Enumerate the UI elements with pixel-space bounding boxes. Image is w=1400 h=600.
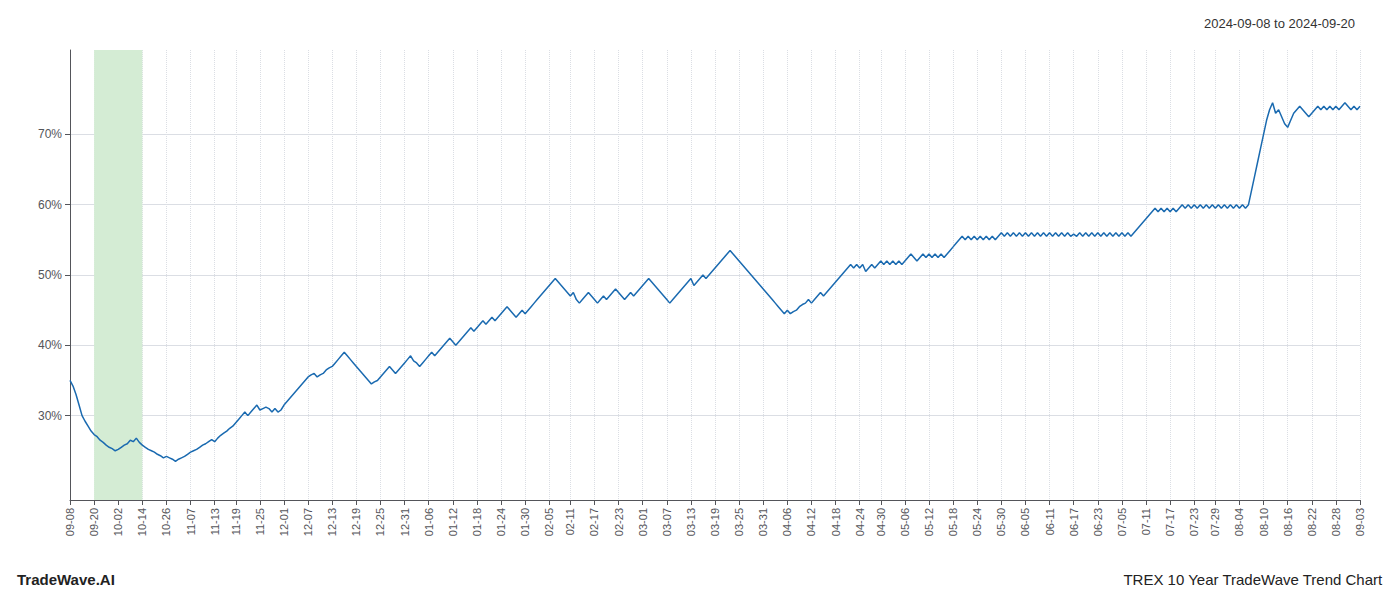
svg-text:02-17: 02-17: [588, 508, 600, 536]
svg-text:04-24: 04-24: [854, 508, 866, 536]
svg-text:07-11: 07-11: [1140, 508, 1152, 535]
svg-text:TradeWave.AI: TradeWave.AI: [17, 571, 115, 588]
svg-text:03-19: 03-19: [709, 508, 721, 536]
svg-text:06-17: 06-17: [1068, 508, 1080, 536]
svg-text:12-19: 12-19: [350, 508, 362, 536]
svg-text:50%: 50%: [38, 268, 62, 282]
svg-text:03-13: 03-13: [685, 508, 697, 536]
svg-text:TREX 10 Year TradeWave Trend C: TREX 10 Year TradeWave Trend Chart: [1123, 571, 1383, 588]
svg-text:30%: 30%: [38, 409, 62, 423]
svg-text:09-20: 09-20: [88, 508, 100, 536]
svg-text:03-31: 03-31: [757, 508, 769, 536]
svg-text:01-18: 01-18: [471, 508, 483, 536]
svg-text:03-01: 03-01: [637, 508, 649, 536]
svg-text:03-25: 03-25: [733, 508, 745, 536]
svg-text:06-11: 06-11: [1044, 508, 1056, 535]
svg-text:08-10: 08-10: [1258, 508, 1270, 536]
svg-text:08-28: 08-28: [1330, 508, 1342, 536]
svg-text:05-24: 05-24: [971, 508, 983, 536]
svg-text:05-06: 05-06: [899, 508, 911, 536]
svg-text:01-30: 01-30: [519, 508, 531, 536]
svg-text:06-23: 06-23: [1092, 508, 1104, 536]
svg-text:10-26: 10-26: [160, 508, 172, 536]
svg-text:05-18: 05-18: [947, 508, 959, 536]
svg-text:03-07: 03-07: [661, 508, 673, 536]
svg-text:07-29: 07-29: [1209, 508, 1221, 536]
svg-text:11-25: 11-25: [254, 508, 266, 535]
svg-text:08-16: 08-16: [1282, 508, 1294, 536]
svg-text:09-03: 09-03: [1354, 508, 1366, 536]
svg-text:60%: 60%: [38, 198, 62, 212]
svg-text:02-05: 02-05: [543, 508, 555, 536]
svg-text:10-02: 10-02: [112, 508, 124, 536]
svg-text:2024-09-08 to 2024-09-20: 2024-09-08 to 2024-09-20: [1204, 16, 1355, 31]
svg-text:10-14: 10-14: [136, 508, 148, 536]
svg-text:02-23: 02-23: [613, 508, 625, 536]
svg-text:07-05: 07-05: [1116, 508, 1128, 536]
svg-text:12-01: 12-01: [278, 508, 290, 536]
svg-text:01-06: 01-06: [423, 508, 435, 536]
svg-text:04-12: 04-12: [805, 508, 817, 536]
svg-text:06-05: 06-05: [1019, 508, 1031, 536]
svg-text:12-13: 12-13: [326, 508, 338, 536]
svg-text:09-08: 09-08: [64, 508, 76, 536]
svg-text:11-07: 11-07: [185, 508, 197, 535]
svg-text:05-12: 05-12: [923, 508, 935, 536]
svg-text:05-30: 05-30: [995, 508, 1007, 536]
svg-text:07-23: 07-23: [1188, 508, 1200, 536]
svg-text:08-04: 08-04: [1233, 508, 1245, 536]
svg-text:02-11: 02-11: [564, 508, 576, 535]
svg-text:12-25: 12-25: [374, 508, 386, 536]
svg-text:08-22: 08-22: [1306, 508, 1318, 536]
svg-text:12-31: 12-31: [399, 508, 411, 536]
svg-text:11-13: 11-13: [209, 508, 221, 535]
svg-text:01-12: 01-12: [447, 508, 459, 536]
svg-text:04-18: 04-18: [830, 508, 842, 536]
svg-text:01-24: 01-24: [495, 508, 507, 536]
svg-text:04-06: 04-06: [781, 508, 793, 536]
svg-text:40%: 40%: [38, 338, 62, 352]
svg-text:12-07: 12-07: [302, 508, 314, 536]
svg-text:07-17: 07-17: [1164, 508, 1176, 536]
svg-text:70%: 70%: [38, 127, 62, 141]
svg-text:11-19: 11-19: [230, 508, 242, 535]
svg-text:04-30: 04-30: [875, 508, 887, 536]
